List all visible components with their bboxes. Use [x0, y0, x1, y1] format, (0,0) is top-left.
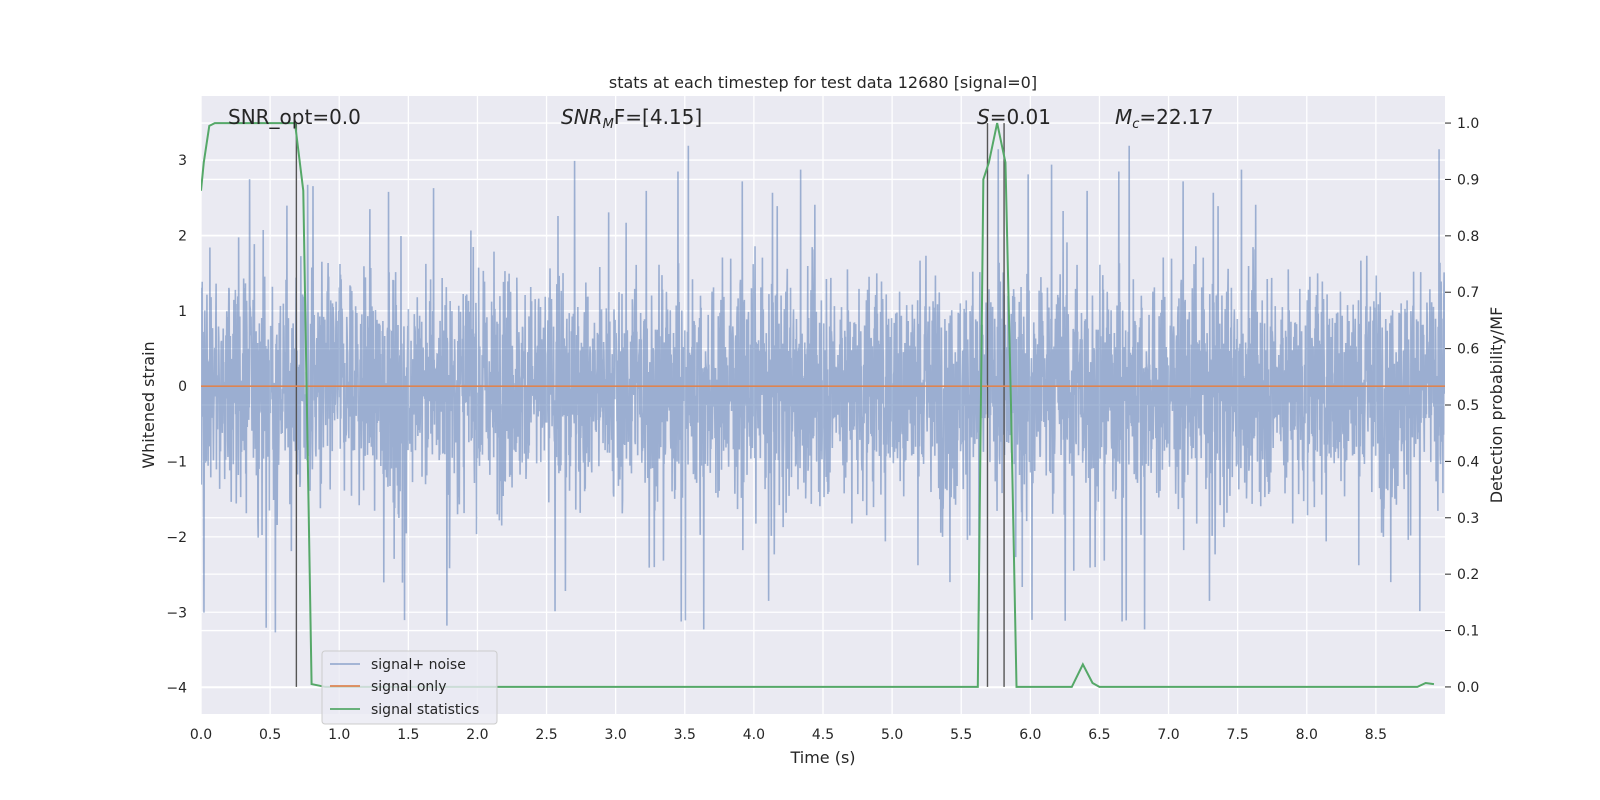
- right-y-tick-label: 0.3: [1457, 511, 1479, 527]
- annotation-snr-mf: SNRMF=[4.15]: [561, 105, 702, 132]
- y-tick-label: −3: [166, 605, 187, 621]
- x-tick-label: 8.0: [1296, 727, 1318, 743]
- chart-title: stats at each timestep for test data 126…: [609, 73, 1037, 92]
- x-tick-labels: 0.0 0.5 1.0 1.5 2.0 2.5 3.0 3.5 4.0 4.5 5.0 5.5 6.0 6…: [190, 727, 1387, 743]
- x-tick-label: 6.0: [1019, 727, 1041, 743]
- series-signal-noise: [201, 145, 1445, 633]
- x-tick-label: 8.5: [1365, 727, 1387, 743]
- y-tick-label: −2: [166, 530, 187, 546]
- x-tick-label: 3.5: [674, 727, 696, 743]
- annotation-s: S=0.01: [977, 105, 1051, 129]
- x-tick-label: 7.5: [1227, 727, 1249, 743]
- y-tick-label: −4: [166, 681, 187, 697]
- y-tick-label: −1: [166, 455, 187, 471]
- right-y-axis-label: Detection probability/MF: [1487, 307, 1506, 504]
- x-tick-label: 4.0: [743, 727, 765, 743]
- x-tick-label: 1.5: [397, 727, 419, 743]
- series-signal-statistics: [201, 122, 1435, 688]
- right-y-tick-label: 0.5: [1457, 398, 1479, 414]
- right-y-tick-label: 0.4: [1457, 454, 1479, 470]
- legend-label-signal-only: signal only: [371, 679, 446, 695]
- right-y-tick-labels: 0.0 0.1 0.2 0.3 0.4 0.5 0.6 0.7 0.8 0.9 1.0: [1445, 116, 1479, 696]
- right-y-tick-label: 0.7: [1457, 285, 1479, 301]
- x-tick-label: 5.5: [950, 727, 972, 743]
- series-line-signal-noise: [201, 145, 1445, 633]
- x-tick-label: 2.0: [466, 727, 488, 743]
- y-tick-labels: −4 −3 −2 −1 0 1 2 3: [166, 153, 187, 697]
- y-tick-label: 1: [178, 304, 187, 320]
- x-tick-label: 7.0: [1157, 727, 1179, 743]
- x-tick-label: 6.5: [1088, 727, 1110, 743]
- y-tick-label: 2: [178, 228, 187, 244]
- right-y-tick-label: 0.8: [1457, 229, 1479, 245]
- x-tick-label: 0.0: [190, 727, 212, 743]
- x-tick-label: 2.5: [535, 727, 557, 743]
- y-tick-label: 3: [178, 153, 187, 169]
- right-y-tick-label: 0.1: [1457, 624, 1479, 640]
- right-y-tick-label: 0.6: [1457, 342, 1479, 358]
- right-y-tick-label: 0.0: [1457, 680, 1479, 696]
- x-tick-label: 5.0: [881, 727, 903, 743]
- legend-box: [321, 650, 498, 725]
- x-axis-label: Time (s): [789, 748, 855, 767]
- legend: signal+ noise signal only signal statist…: [321, 650, 498, 725]
- annotation-snr-opt: SNR_opt=0.0: [228, 105, 361, 129]
- right-y-tick-label: 1.0: [1457, 116, 1479, 132]
- x-tick-label: 0.5: [259, 727, 281, 743]
- series-line-signal-statistics: [201, 122, 1435, 688]
- vertical-markers: [295, 123, 1005, 687]
- y-tick-label: 0: [178, 379, 187, 395]
- annotation-mc: Mc=22.17: [1115, 105, 1213, 132]
- y-axis-label: Whitened strain: [139, 341, 158, 468]
- right-y-tick-label: 0.2: [1457, 567, 1479, 583]
- legend-label-signal-noise: signal+ noise: [371, 657, 466, 673]
- legend-label-signal-statistics: signal statistics: [371, 702, 479, 718]
- right-y-tick-label: 0.9: [1457, 172, 1479, 188]
- x-tick-label: 1.0: [328, 727, 350, 743]
- x-tick-label: 4.5: [812, 727, 834, 743]
- x-tick-label: 3.0: [605, 727, 627, 743]
